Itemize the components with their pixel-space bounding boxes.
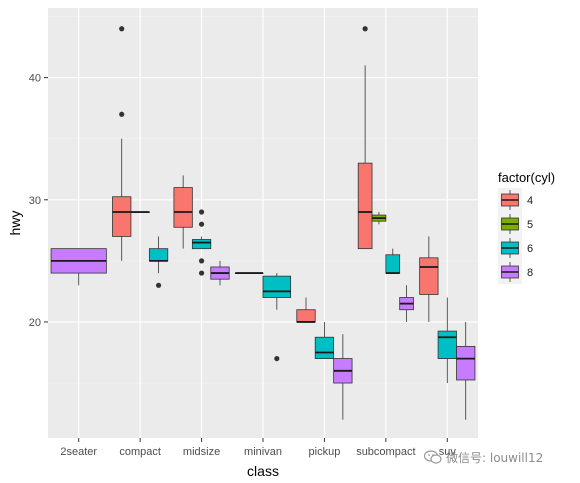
box-body	[296, 309, 316, 323]
box-body	[437, 330, 457, 359]
outlier-point	[155, 282, 162, 288]
box-body	[112, 196, 132, 237]
box-body	[314, 336, 335, 359]
box-body	[148, 248, 169, 262]
y-axis: 20 30 40	[29, 73, 48, 329]
box-subcompact-cyl4	[357, 26, 373, 250]
legend-label: 6	[527, 243, 533, 255]
watermark: 微信号: louwill12	[424, 446, 543, 468]
wechat-icon	[424, 450, 442, 464]
box-midsize-cyl6	[191, 209, 212, 276]
box-subcompact-cyl6	[385, 248, 401, 274]
legend-label: 8	[527, 267, 533, 279]
box-compact-cyl4	[112, 26, 132, 261]
box-midsize-cyl8	[210, 260, 230, 286]
x-tick-label: subcompact	[356, 446, 415, 458]
box-2seater-cyl8	[50, 248, 107, 286]
outlier-point	[198, 221, 205, 227]
x-tick-label: midsize	[183, 446, 220, 458]
y-tick-label: 30	[29, 195, 41, 207]
outlier-point	[119, 26, 125, 32]
y-tick-label: 20	[29, 317, 41, 329]
x-tick-label: compact	[119, 446, 161, 458]
outlier-point	[198, 209, 205, 215]
box-minivan-cyl6	[262, 273, 292, 362]
outlier-point	[362, 26, 368, 32]
x-tick-label: 2seater	[60, 446, 97, 458]
y-tick-label: 40	[29, 73, 41, 85]
box-pickup-cyl6	[314, 321, 335, 359]
box-compact-cyl6	[148, 236, 169, 288]
boxplots	[50, 26, 476, 420]
box-compact-cyl5	[130, 211, 150, 213]
x-tick-label: pickup	[309, 446, 341, 458]
watermark-text: 微信号: louwill12	[446, 450, 544, 465]
outlier-point	[119, 111, 125, 117]
box-body	[191, 239, 212, 250]
box-body	[357, 162, 373, 250]
legend-label: 5	[527, 219, 533, 231]
box-subcompact-cyl8	[399, 285, 414, 322]
box-subcompact-cyl5	[371, 212, 387, 225]
box-suv-cyl8	[456, 321, 476, 420]
x-axis-title: class	[247, 463, 279, 479]
box-body	[173, 187, 193, 228]
box-midsize-cyl4	[173, 175, 193, 249]
x-axis: 2seater compact midsize minivan pickup subcom…	[60, 438, 456, 458]
box-pickup-cyl4	[296, 297, 316, 323]
x-tick-label: suv	[439, 446, 457, 458]
box-pickup-cyl8	[333, 334, 353, 420]
box-minivan-cyl4	[234, 272, 264, 274]
legend: factor(cyl) 4 5 6 8	[498, 170, 555, 284]
y-axis-title: hwy	[7, 211, 23, 236]
outlier-point	[198, 270, 205, 276]
box-body	[419, 257, 439, 295]
legend-label: 4	[527, 195, 533, 207]
legend-title: factor(cyl)	[498, 170, 555, 185]
box-body	[456, 345, 476, 381]
box-suv-cyl4	[419, 236, 439, 322]
box-body	[262, 275, 292, 298]
box-suv-cyl6	[437, 297, 457, 384]
box-body	[385, 254, 401, 274]
x-tick-label: minivan	[244, 446, 282, 458]
outlier-point	[274, 355, 280, 362]
outlier-point	[198, 258, 205, 264]
